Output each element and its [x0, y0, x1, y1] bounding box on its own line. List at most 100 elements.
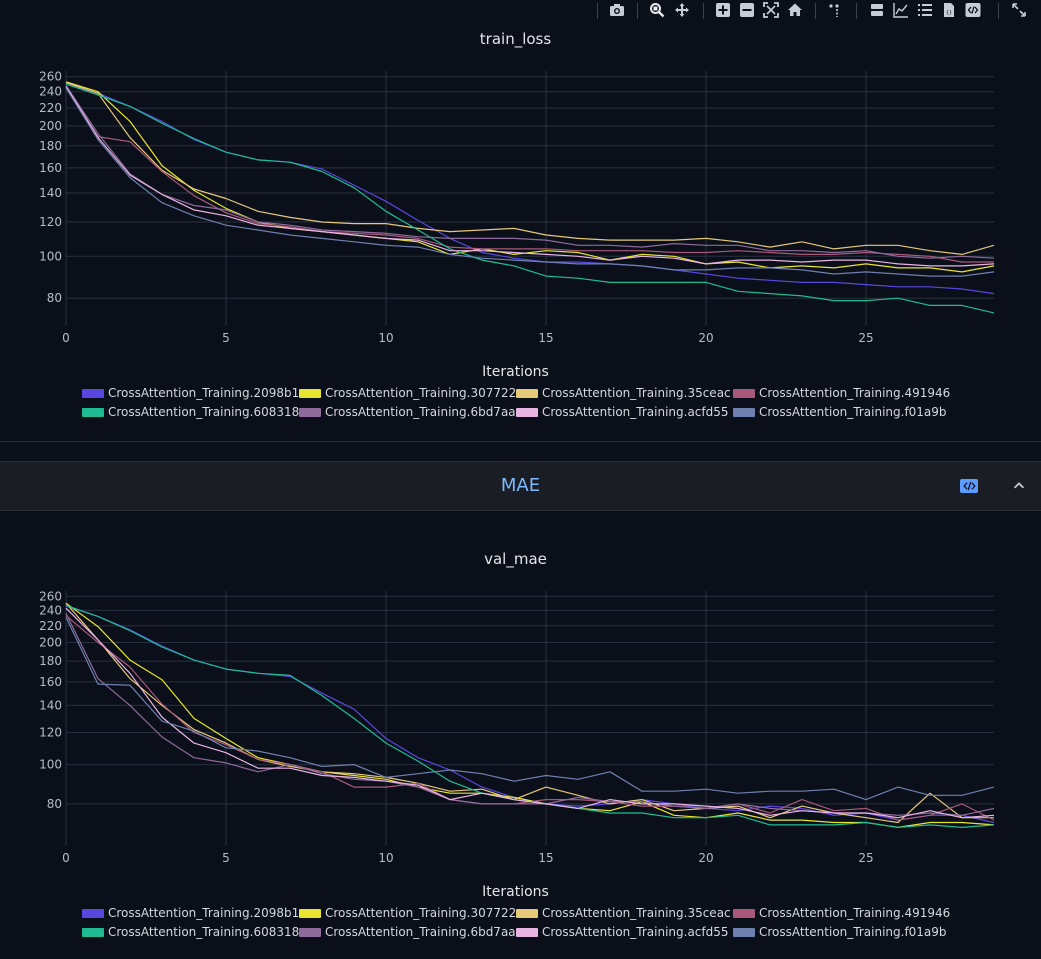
legend-swatch — [299, 407, 321, 417]
series-line-acfd55[interactable] — [65, 85, 995, 267]
legend-swatch — [299, 908, 321, 918]
y-tick-label: 220 — [39, 619, 62, 633]
y-tick-label: 140 — [39, 698, 62, 712]
json-file-icon[interactable]: {} — [940, 2, 958, 18]
x-tick-label: 20 — [698, 851, 713, 865]
x-tick-label: 20 — [698, 331, 713, 345]
legend-item[interactable]: CrossAttention_Training.f01a9b — [733, 405, 947, 419]
legend-swatch — [516, 927, 538, 937]
legend-item[interactable]: CrossAttention_Training.307722 — [299, 386, 516, 400]
legend-swatch — [82, 927, 104, 937]
series-line-307722[interactable] — [65, 602, 995, 829]
legend-item[interactable]: CrossAttention_Training.2098b1 — [82, 906, 299, 920]
x-tick-label: 5 — [222, 851, 230, 865]
x-tick-label: 15 — [538, 851, 553, 865]
x-axis-label: Iterations — [482, 364, 549, 380]
legend-swatch — [82, 388, 104, 398]
legend-label: CrossAttention_Training.307722 — [325, 386, 517, 400]
legend-label: CrossAttention_Training.307722 — [325, 906, 517, 920]
series-line-f01a9b[interactable] — [65, 616, 995, 801]
svg-text:{}: {} — [946, 10, 952, 16]
legend-swatch — [733, 927, 755, 937]
legend-label: CrossAttention_Training.2098b1 — [108, 386, 300, 400]
legend-item[interactable]: CrossAttention_Training.6bd7aa — [299, 925, 516, 939]
legend-swatch — [516, 388, 538, 398]
modebar-divider — [597, 3, 598, 19]
legend-item[interactable]: CrossAttention_Training.6bd7aa — [299, 405, 516, 419]
series-line-491946[interactable] — [65, 615, 995, 821]
legend-item[interactable]: CrossAttention_Training.acfd55 — [516, 925, 729, 939]
legend-label: CrossAttention_Training.6bd7aa — [325, 925, 516, 939]
y-tick-label: 120 — [39, 215, 62, 229]
y-tick-label: 180 — [39, 139, 62, 153]
chart-title: train_loss — [479, 30, 552, 48]
hover-closest-icon[interactable] — [868, 2, 886, 18]
zoom-icon[interactable] — [648, 2, 666, 18]
x-tick-label: 10 — [378, 331, 393, 345]
legend-item[interactable]: CrossAttention_Training.acfd55 — [516, 405, 729, 419]
chevron-up-icon[interactable] — [1010, 478, 1028, 494]
series-line-35ceac[interactable] — [65, 82, 995, 255]
legend-item[interactable]: CrossAttention_Training.307722 — [299, 906, 516, 920]
legend-item[interactable]: CrossAttention_Training.491946 — [733, 906, 950, 920]
camera-icon[interactable] — [608, 2, 626, 18]
modebar-divider — [856, 3, 857, 19]
divider — [0, 441, 1041, 442]
code-icon[interactable] — [964, 2, 982, 18]
hover-compare-icon[interactable] — [892, 2, 910, 18]
x-tick-label: 25 — [858, 851, 873, 865]
y-tick-label: 80 — [47, 797, 62, 811]
x-tick-label: 5 — [222, 331, 230, 345]
legend-item[interactable]: CrossAttention_Training.608318 — [82, 925, 299, 939]
spike-lines-icon[interactable] — [826, 2, 844, 18]
y-tick-label: 220 — [39, 101, 62, 115]
legend-item[interactable]: CrossAttention_Training.f01a9b — [733, 925, 947, 939]
list-icon[interactable] — [916, 2, 934, 18]
section-title: MAE — [500, 475, 541, 496]
legend-item[interactable]: CrossAttention_Training.608318 — [82, 405, 299, 419]
section-header: MAE — [0, 461, 1041, 511]
modebar-divider — [998, 3, 999, 19]
legend-item[interactable]: CrossAttention_Training.35ceac — [516, 386, 731, 400]
y-tick-label: 100 — [39, 249, 62, 263]
legend-item[interactable]: CrossAttention_Training.35ceac — [516, 906, 731, 920]
y-tick-label: 80 — [47, 291, 62, 305]
series-line-491946[interactable] — [65, 85, 994, 263]
series-line-608318[interactable] — [65, 83, 995, 314]
y-tick-label: 240 — [39, 85, 62, 99]
legend-label: CrossAttention_Training.f01a9b — [759, 405, 947, 419]
y-tick-label: 160 — [39, 675, 62, 689]
legend-item[interactable]: CrossAttention_Training.2098b1 — [82, 386, 299, 400]
modebar: {} — [0, 0, 1041, 22]
y-tick-label: 140 — [39, 186, 62, 200]
y-tick-label: 180 — [39, 654, 62, 668]
reset-axes-icon[interactable] — [786, 2, 804, 18]
legend-item[interactable]: CrossAttention_Training.491946 — [733, 386, 950, 400]
pan-icon[interactable] — [673, 2, 691, 18]
series-line-608318[interactable] — [65, 604, 995, 829]
series-line-acfd55[interactable] — [65, 607, 995, 819]
legend-label: CrossAttention_Training.491946 — [759, 386, 951, 400]
zoom-in-icon[interactable] — [714, 2, 732, 18]
chart-title: val_mae — [484, 550, 547, 568]
y-tick-label: 260 — [39, 70, 62, 84]
legend-label: CrossAttention_Training.6bd7aa — [325, 405, 516, 419]
x-axis-label: Iterations — [482, 884, 549, 900]
legend-swatch — [733, 908, 755, 918]
code-icon[interactable] — [960, 479, 978, 493]
series-line-f01a9b[interactable] — [65, 87, 995, 277]
series-line-35ceac[interactable] — [65, 602, 994, 824]
y-tick-label: 160 — [39, 161, 62, 175]
series-line-307722[interactable] — [65, 81, 995, 273]
autoscale-icon[interactable] — [762, 2, 780, 18]
zoom-out-icon[interactable] — [738, 2, 756, 18]
series-line-6bd7aa[interactable] — [65, 85, 995, 259]
fullscreen-icon[interactable] — [1010, 2, 1028, 18]
y-tick-label: 200 — [39, 119, 62, 133]
series-line-2098b1[interactable] — [65, 605, 995, 824]
series-line-6bd7aa[interactable] — [65, 613, 995, 816]
modebar-divider — [815, 3, 816, 19]
legend-swatch — [516, 908, 538, 918]
